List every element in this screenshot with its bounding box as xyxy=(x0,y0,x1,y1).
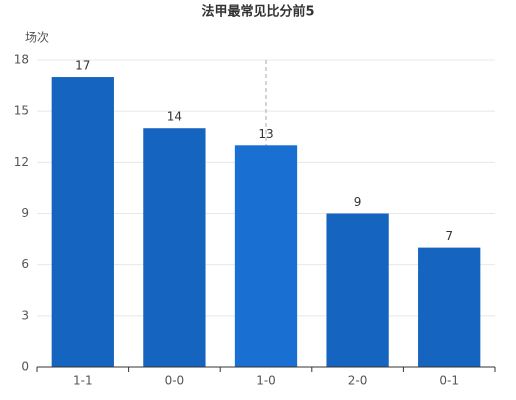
x-tick-label: 0-1 xyxy=(439,374,459,388)
value-label: 13 xyxy=(258,127,273,141)
value-label: 17 xyxy=(75,59,90,73)
bar xyxy=(418,247,481,367)
bar xyxy=(234,145,298,367)
bar xyxy=(326,213,389,367)
value-label: 9 xyxy=(354,195,362,209)
y-tick-label: 3 xyxy=(21,308,29,322)
y-tick-label: 18 xyxy=(14,53,29,67)
x-tick-label: 1-1 xyxy=(73,374,93,388)
x-tick-label: 1-0 xyxy=(256,374,276,388)
bar xyxy=(143,128,206,367)
chart-title: 法甲最常见比分前5 xyxy=(201,4,314,20)
y-tick-label: 6 xyxy=(21,257,29,271)
y-tick-label: 9 xyxy=(21,206,29,220)
value-label: 14 xyxy=(167,110,182,124)
y-tick-label: 0 xyxy=(21,360,29,374)
x-tick-label: 2-0 xyxy=(348,374,368,388)
y-axis-label: 场次 xyxy=(25,31,49,45)
value-label: 7 xyxy=(445,229,453,243)
bar xyxy=(51,77,114,368)
y-tick-label: 15 xyxy=(14,104,29,118)
x-tick-label: 0-0 xyxy=(165,374,185,388)
y-tick-label: 12 xyxy=(14,155,29,169)
